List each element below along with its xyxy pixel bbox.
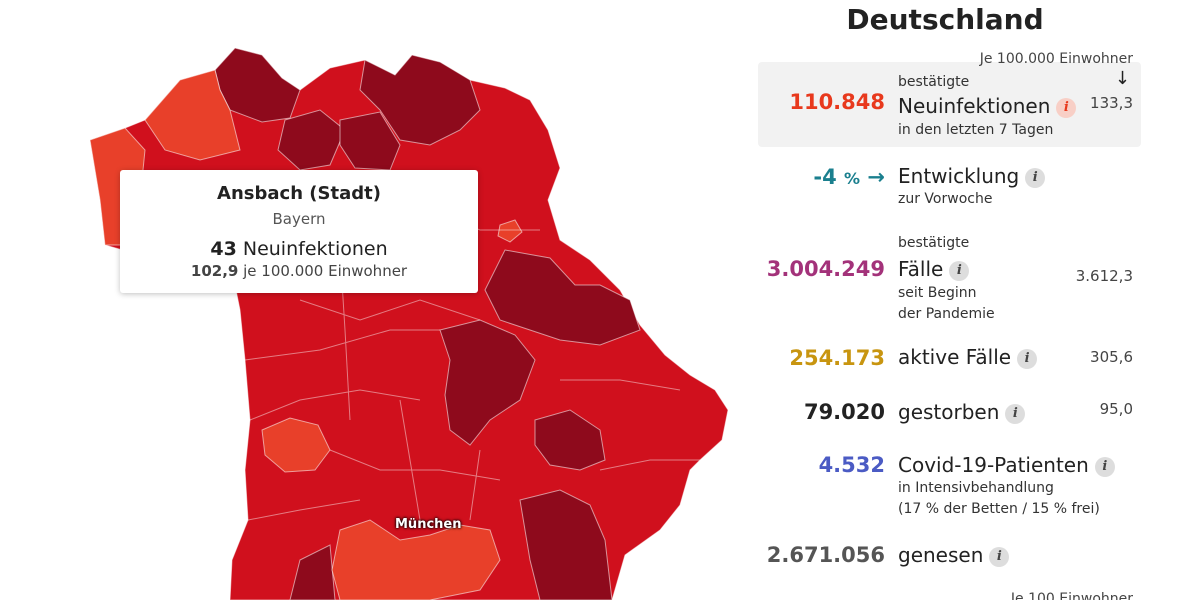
cases-label-text: Fälle — [898, 257, 944, 281]
recovered-label-text: genesen — [898, 543, 984, 567]
map-district-east-1 — [484, 249, 641, 346]
panel-title: Deutschland — [846, 3, 1044, 36]
map-district-munich-area — [331, 519, 501, 600]
new-infections-rate: 133,3 — [1090, 94, 1133, 112]
info-icon[interactable]: i — [1025, 168, 1046, 188]
info-icon[interactable]: i — [1005, 404, 1026, 424]
active-label-text: aktive Fälle — [898, 345, 1012, 369]
map-district-south-1 — [519, 489, 613, 600]
district-tooltip: Ansbach (Stadt) Bayern 43 Neuinfektionen… — [120, 170, 478, 293]
info-icon[interactable]: i — [989, 547, 1010, 567]
per100k-footer-header: Je 100 Einwohner — [1010, 591, 1133, 600]
deaths-value: 79.020 — [803, 400, 885, 424]
incidence-map[interactable]: München Ansbach (Stadt) Bayern 43 Neuinf… — [0, 0, 745, 600]
deaths-label: gestorben i — [898, 400, 1026, 424]
map-district-east-3 — [534, 409, 606, 471]
trend-value-number: -4 — [813, 165, 837, 189]
stats-panel: Deutschland Je 100.000 Einwohner ↓ 110.8… — [745, 0, 1200, 600]
map-district-small-east — [497, 219, 523, 243]
new-infections-label-text: Neuinfektionen — [898, 94, 1051, 118]
trend-sub: zur Vorwoche — [898, 191, 993, 207]
cases-label: Fälle i — [898, 257, 970, 281]
trend-value: -4 % → — [813, 165, 885, 189]
icu-sub1: in Intensivbehandlung — [898, 480, 1054, 496]
active-label: aktive Fälle i — [898, 345, 1038, 369]
info-icon[interactable]: i — [1094, 457, 1115, 477]
map-district-northwest — [144, 69, 241, 161]
map-district-north-3 — [359, 54, 481, 146]
trend-label: Entwicklung i — [898, 164, 1046, 188]
right-arrow-icon: → — [867, 165, 885, 189]
cases-value: 3.004.249 — [766, 257, 885, 281]
map-district-east-2 — [439, 319, 536, 446]
new-infections-sub: in den letzten 7 Tagen — [898, 122, 1054, 138]
icu-label: Covid-19-Patienten i — [898, 453, 1115, 477]
icu-label-text: Covid-19-Patienten — [898, 453, 1089, 477]
tooltip-rate-value: 102,9 — [190, 262, 239, 280]
tooltip-rate-label: je 100.000 Einwohner — [243, 262, 408, 280]
percent-icon: % — [844, 169, 861, 188]
deaths-rate: 95,0 — [1099, 400, 1133, 418]
new-infections-pre: bestätigte — [898, 74, 970, 90]
tooltip-district-name: Ansbach (Stadt) — [217, 183, 381, 204]
tooltip-state-name: Bayern — [272, 210, 326, 228]
per100k-column-header: Je 100.000 Einwohner — [979, 51, 1133, 67]
new-infections-label: Neuinfektionen i — [898, 94, 1077, 118]
new-infections-value: 110.848 — [789, 90, 885, 114]
map-district-south-2 — [289, 544, 336, 600]
cases-pre: bestätigte — [898, 235, 970, 251]
new-infections-highlight — [758, 62, 1141, 147]
map-district-augsburg — [261, 417, 331, 473]
city-label-munich: München — [395, 517, 462, 532]
info-icon[interactable]: i — [949, 261, 970, 281]
tooltip-cases-label: Neuinfektionen — [242, 238, 388, 260]
map-district-north-2 — [277, 109, 346, 171]
tooltip-cases: 43 Neuinfektionen — [120, 238, 478, 260]
active-value: 254.173 — [789, 346, 885, 370]
deaths-label-text: gestorben — [898, 400, 1000, 424]
bavaria-map-svg[interactable] — [0, 0, 745, 600]
tooltip-rate: 102,9 je 100.000 Einwohner — [120, 262, 478, 280]
tooltip-cases-value: 43 — [210, 238, 237, 260]
active-rate: 305,6 — [1090, 348, 1133, 366]
trend-label-text: Entwicklung — [898, 164, 1020, 188]
icu-value: 4.532 — [818, 453, 885, 477]
info-icon[interactable]: i — [1056, 98, 1077, 118]
recovered-label: genesen i — [898, 543, 1010, 567]
down-arrow-icon: ↓ — [1114, 68, 1130, 89]
cases-sub1: seit Beginn — [898, 285, 977, 301]
recovered-value: 2.671.056 — [766, 543, 885, 567]
cases-rate: 3.612,3 — [1075, 267, 1133, 285]
cases-sub2: der Pandemie — [898, 306, 995, 322]
info-icon[interactable]: i — [1017, 349, 1038, 369]
icu-sub2: (17 % der Betten / 15 % frei) — [898, 501, 1100, 517]
